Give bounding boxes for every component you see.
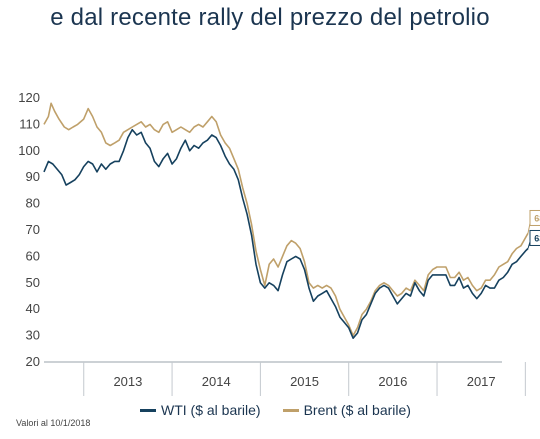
wti-end-box xyxy=(529,229,540,246)
y-axis: 20 30 40 50 60 70 80 90 100 110 120 xyxy=(18,90,40,369)
legend-label-brent: Brent ($ al barile) xyxy=(303,402,411,418)
footnote: Valori al 10/1/2018 xyxy=(16,418,91,428)
y-tick-label: 120 xyxy=(18,90,40,105)
legend-swatch-brent xyxy=(282,408,299,412)
y-tick-label: 60 xyxy=(26,248,40,263)
brent-end-label: 68.8 xyxy=(534,213,540,223)
x-axis: 2013 2014 2015 2016 2017 xyxy=(44,361,526,396)
y-tick-label: 100 xyxy=(18,143,40,158)
y-tick-label: 20 xyxy=(26,354,40,369)
legend-swatch-wti xyxy=(140,408,156,412)
brent-end-box xyxy=(529,209,540,226)
end-labels: 63.0 68.8 xyxy=(527,209,540,249)
legend-label-wti: WTI ($ al barile) xyxy=(161,402,261,418)
x-tick-label: 2015 xyxy=(290,374,319,389)
y-tick-label: 90 xyxy=(26,169,40,184)
y-tick-label: 40 xyxy=(26,301,40,316)
legend: WTI ($ al barile) Brent ($ al barile) xyxy=(140,402,411,418)
y-tick-label: 30 xyxy=(26,328,40,343)
x-tick-label: 2017 xyxy=(467,374,496,389)
y-tick-label: 50 xyxy=(26,275,40,290)
page-title: e dal recente rally del prezzo del petro… xyxy=(50,4,490,31)
wti-end-label: 63.0 xyxy=(534,233,540,243)
brent-line xyxy=(43,102,529,337)
legend-item-wti: WTI ($ al barile) xyxy=(140,402,261,418)
series-lines xyxy=(43,102,529,339)
x-tick-label: 2014 xyxy=(202,374,231,389)
y-tick-label: 80 xyxy=(26,196,40,211)
wti-line xyxy=(43,128,529,339)
y-tick-label: 70 xyxy=(26,222,40,237)
y-tick-label: 110 xyxy=(19,116,40,131)
x-tick-label: 2013 xyxy=(113,374,142,389)
legend-item-brent: Brent ($ al barile) xyxy=(282,402,411,418)
x-tick-label: 2016 xyxy=(378,374,407,389)
